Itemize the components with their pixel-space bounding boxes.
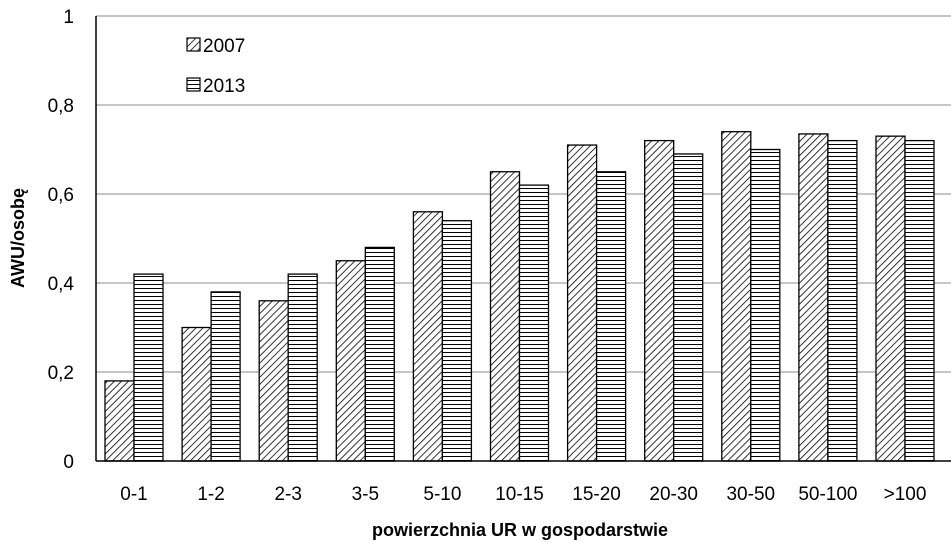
bar-2007-5_10 bbox=[412, 211, 444, 462]
legend-label-2013: 2013 bbox=[203, 76, 245, 97]
y-tick-label: 0,4 bbox=[48, 274, 75, 295]
y-tick-label: 0,8 bbox=[48, 96, 74, 117]
bar-2007-30_50 bbox=[721, 131, 752, 462]
y-tick-labels: 0 0,2 0,4 0,6 0,8 1 bbox=[48, 7, 75, 473]
x-tick-label: 20-30 bbox=[649, 484, 698, 505]
legend-swatch-2013 bbox=[186, 77, 201, 92]
legend: 2007 2013 bbox=[186, 36, 245, 97]
bar-2007-20_30 bbox=[644, 139, 675, 462]
y-tick-label: 0 bbox=[63, 452, 74, 473]
x-tick-label: 2-3 bbox=[274, 484, 301, 505]
legend-label-2007: 2007 bbox=[203, 36, 245, 57]
bar-2007-3_5 bbox=[335, 260, 366, 462]
bar-2013-30_50 bbox=[750, 148, 781, 462]
x-tick-label: 5-10 bbox=[423, 484, 461, 505]
x-tick-label: 1-2 bbox=[197, 484, 224, 505]
bar-2013-0_1 bbox=[133, 273, 164, 462]
axes bbox=[95, 16, 951, 462]
bar-2007-2_3 bbox=[258, 300, 289, 462]
x-axis-title: powierzchnia UR w gospodarstwie bbox=[372, 520, 668, 540]
x-tick-label: 3-5 bbox=[352, 484, 379, 505]
x-tick-labels: 0-1 1-2 2-3 3-5 5-10 10-15 15-20 20-30 30-50 50-1… bbox=[120, 484, 926, 505]
bar-2013-20_30 bbox=[673, 153, 704, 462]
bar-2007-10_15 bbox=[489, 171, 521, 462]
bars bbox=[104, 131, 935, 462]
bar-2013-3_5 bbox=[364, 246, 395, 462]
x-tick-label: 15-20 bbox=[572, 484, 621, 505]
bar-2007-0_1 bbox=[104, 380, 135, 462]
y-tick-label: 1 bbox=[63, 7, 74, 28]
y-axis-title: AWU/osobę bbox=[8, 188, 28, 288]
bar-2013-15_20 bbox=[595, 171, 627, 462]
y-tick-label: 0,6 bbox=[48, 185, 74, 206]
bar-2013-10_15 bbox=[518, 184, 550, 462]
y-tick-label: 0,2 bbox=[48, 363, 74, 384]
x-tick-label: 0-1 bbox=[120, 484, 147, 505]
bar-2013-2_3 bbox=[287, 273, 318, 462]
x-tick-label: 30-50 bbox=[726, 484, 775, 505]
x-tick-label: 50-100 bbox=[798, 484, 857, 505]
bar-2013-50_100 bbox=[827, 139, 858, 462]
bar-2007-50_100 bbox=[798, 133, 829, 462]
x-tick-label: 10-15 bbox=[495, 484, 544, 505]
legend-swatch-2007 bbox=[186, 37, 201, 52]
x-tick-label: >100 bbox=[884, 484, 927, 505]
bar-2007-_100 bbox=[875, 135, 906, 462]
bar-2013-_100 bbox=[904, 139, 935, 462]
bar-2013-5_10 bbox=[441, 220, 473, 462]
bar-2007-1_2 bbox=[181, 326, 212, 462]
bar-2007-15_20 bbox=[566, 144, 598, 462]
bar-2013-1_2 bbox=[210, 291, 241, 462]
